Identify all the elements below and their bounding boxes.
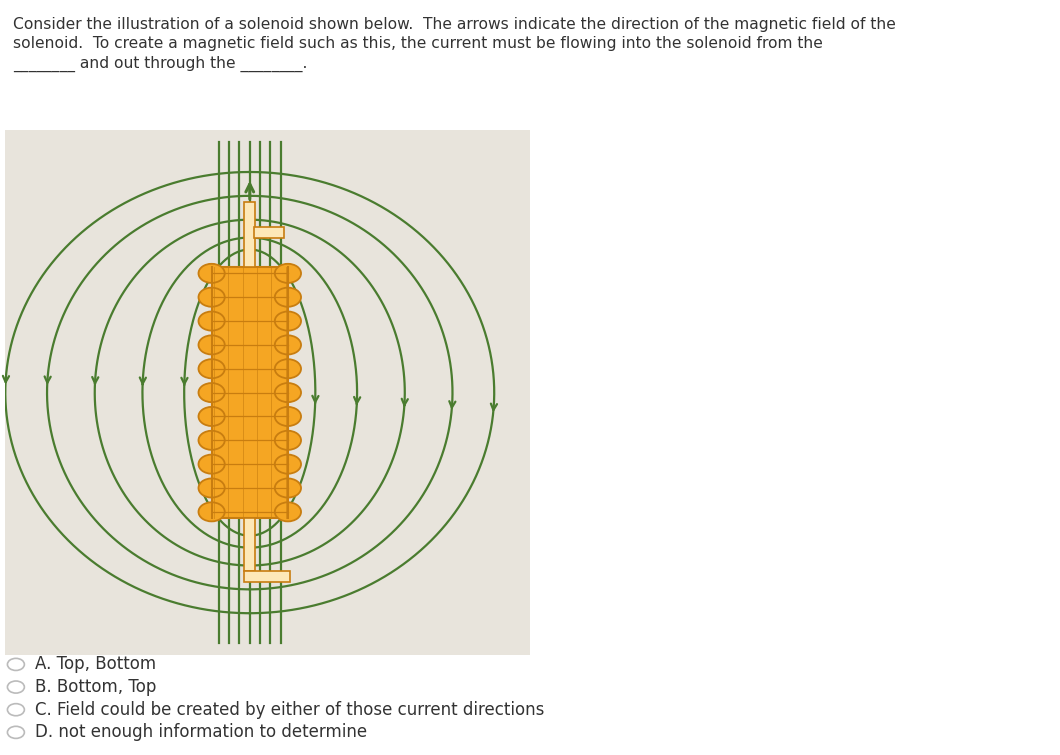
Ellipse shape [198, 288, 225, 307]
Ellipse shape [275, 502, 301, 522]
Ellipse shape [275, 479, 301, 498]
Ellipse shape [275, 288, 301, 307]
Text: solenoid.  To create a magnetic field such as this, the current must be flowing : solenoid. To create a magnetic field suc… [13, 36, 823, 51]
Ellipse shape [198, 383, 225, 402]
Ellipse shape [275, 312, 301, 331]
Text: A. Top, Bottom: A. Top, Bottom [35, 655, 156, 673]
Ellipse shape [198, 335, 225, 354]
Ellipse shape [275, 383, 301, 402]
Ellipse shape [275, 359, 301, 378]
Text: D. not enough information to determine: D. not enough information to determine [35, 723, 367, 741]
Ellipse shape [198, 455, 225, 473]
Text: B. Bottom, Top: B. Bottom, Top [35, 678, 157, 696]
Bar [245, 202, 255, 267]
Ellipse shape [198, 502, 225, 522]
Text: ________ and out through the ________.: ________ and out through the ________. [13, 56, 307, 72]
Ellipse shape [275, 455, 301, 473]
Ellipse shape [275, 431, 301, 450]
Ellipse shape [275, 263, 301, 283]
Ellipse shape [275, 407, 301, 426]
Text: C. Field could be created by either of those current directions: C. Field could be created by either of t… [35, 701, 545, 719]
Ellipse shape [198, 359, 225, 378]
Text: Consider the illustration of a solenoid shown below.  The arrows indicate the di: Consider the illustration of a solenoid … [13, 17, 896, 32]
Bar [254, 227, 284, 238]
Ellipse shape [198, 431, 225, 450]
Bar [212, 267, 288, 518]
Ellipse shape [198, 312, 225, 331]
Ellipse shape [198, 407, 225, 426]
Bar [245, 572, 289, 582]
Ellipse shape [198, 479, 225, 498]
Ellipse shape [275, 335, 301, 354]
Ellipse shape [198, 263, 225, 283]
Bar [245, 518, 255, 572]
